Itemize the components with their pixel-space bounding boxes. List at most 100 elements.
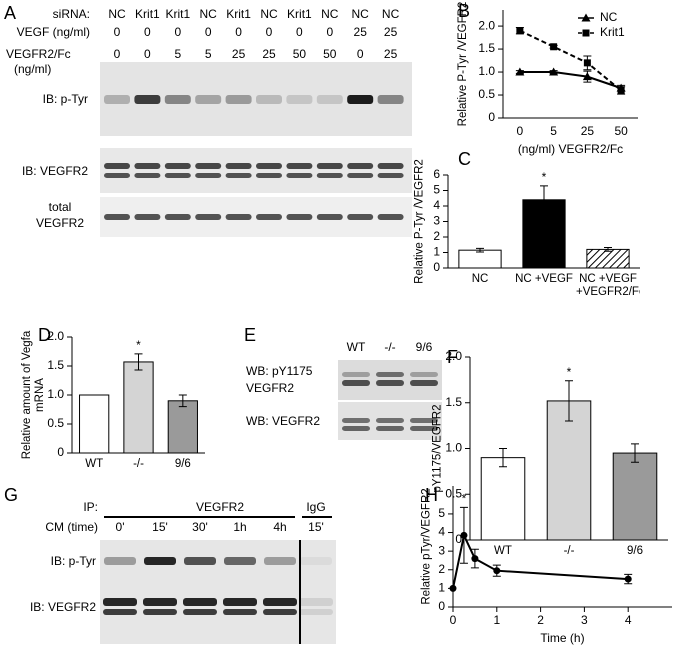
x-axis-label: (ng/ml) VEGFR2/Fc — [518, 142, 623, 156]
lane-label: 9/6 — [416, 340, 433, 354]
x-tick-label-box: WT — [494, 545, 512, 557]
y-tick-label: 5 — [433, 183, 440, 197]
y-tick-label: 3 — [438, 543, 445, 557]
blot-label: VEGFR2 — [36, 216, 84, 230]
lane-label: 0 — [235, 25, 242, 39]
error-bar — [470, 548, 479, 569]
lane-label: 1h — [233, 520, 246, 534]
error-bar — [631, 443, 639, 463]
x-tick-label: 2 — [537, 613, 544, 627]
legend-label: Krit1 — [600, 25, 625, 39]
blot-band — [134, 163, 161, 169]
lane-label: 25 — [384, 25, 398, 39]
legend-marker — [582, 29, 590, 37]
blot-band — [256, 163, 282, 169]
lane-label: 0 — [296, 25, 303, 39]
panel-label: F — [447, 347, 458, 367]
y-tick-label: 1.0 — [478, 64, 495, 78]
blot-band — [376, 426, 404, 431]
lane-label: 0 — [114, 47, 121, 61]
lane-label: 0 — [357, 47, 364, 61]
blot-band — [376, 380, 404, 386]
blot-label: total — [49, 200, 72, 214]
error-bar — [515, 26, 524, 35]
y-axis-label: Relative P-Tyr /VEGFR2 — [457, 1, 469, 127]
error-bar — [604, 247, 612, 252]
blot-band — [286, 173, 313, 178]
blot-band — [225, 95, 252, 104]
error-bar — [178, 394, 187, 408]
y-tick-label: 2 — [438, 562, 445, 576]
blot-band — [316, 214, 343, 220]
blot-band — [342, 380, 370, 386]
x-tick-label-box: NC — [471, 273, 489, 285]
y-tick-label: 0 — [433, 260, 440, 274]
x-tick-label: WT — [494, 545, 512, 557]
lane-label: 25 — [262, 47, 276, 61]
blot-band — [342, 418, 370, 423]
lane-label: NC — [352, 7, 370, 21]
bar — [458, 249, 502, 269]
blot-band — [104, 163, 130, 169]
lane-label: NC — [200, 7, 218, 21]
blot-band — [164, 163, 191, 169]
y-axis-label-box: Relative P-Tyr /VEGFR2 — [413, 159, 425, 284]
annotation: * — [542, 170, 547, 184]
blot-band — [377, 173, 404, 178]
blot-band — [223, 609, 257, 615]
lane-label: NC — [260, 7, 278, 21]
row-label: siRNA: — [53, 7, 90, 21]
blot-band — [195, 214, 222, 220]
blot-band — [143, 598, 177, 606]
lane-label: NC — [108, 7, 126, 21]
lane-label: 4h — [273, 520, 286, 534]
x-tick-label: 3 — [581, 613, 588, 627]
lane-label: Krit1 — [165, 7, 190, 21]
error-bar — [540, 185, 548, 215]
y-tick-label: 1.5 — [478, 41, 495, 55]
x-tick-label-box: -/- — [133, 458, 144, 470]
panel-label: A — [4, 3, 16, 23]
blot-band — [144, 557, 176, 565]
y-tick-label: 0.5 — [478, 87, 495, 101]
y-tick-label: 2.0 — [445, 349, 462, 363]
panel-label: D — [38, 325, 51, 345]
y-tick-label: 0 — [488, 110, 495, 124]
x-tick-label: NC +VEGF — [515, 273, 573, 285]
panel-label: C — [458, 149, 471, 169]
blot-band — [300, 557, 332, 565]
blot-band — [410, 418, 438, 423]
blot-band — [263, 598, 297, 606]
blot-band — [225, 163, 252, 169]
lane-label: 25 — [354, 25, 368, 39]
error-bar — [459, 506, 468, 564]
blot-band — [104, 557, 136, 565]
blot-band — [104, 214, 130, 220]
blot-label: VEGFR2 — [246, 381, 294, 395]
row-label: (ng/ml) — [14, 62, 51, 76]
y-tick-label: 0.5 — [47, 416, 64, 430]
row-label: CM (time) — [45, 520, 98, 534]
y-axis-label-box: Relative pTyr/VEGFR2 — [420, 488, 432, 604]
row-label: VEGFR2 — [196, 500, 244, 514]
y-axis-label: Relative P-Tyr /VEGFR2 — [413, 159, 425, 284]
blot-band — [316, 173, 343, 178]
lane-label: 5 — [174, 47, 181, 61]
blot-band — [164, 173, 191, 178]
blot-band — [377, 163, 404, 169]
y-tick-label: 1 — [438, 581, 445, 595]
blot-band — [183, 609, 217, 615]
x-tick-label: 4 — [625, 613, 632, 627]
lane-label: 0 — [266, 25, 273, 39]
lane-label: 0 — [114, 25, 121, 39]
x-tick-label: -/- — [133, 458, 144, 470]
x-tick-label-box: 9/6 — [175, 458, 191, 470]
x-tick-label: NC — [471, 273, 489, 285]
blot-band — [410, 380, 438, 386]
blot-label: IB: VEGFR2 — [30, 600, 96, 614]
blot-band — [377, 95, 404, 104]
blot-band — [134, 214, 161, 220]
blot-label: IB: p-Tyr — [51, 554, 96, 568]
lane-label: Krit1 — [287, 7, 312, 21]
error-bar — [134, 353, 143, 371]
